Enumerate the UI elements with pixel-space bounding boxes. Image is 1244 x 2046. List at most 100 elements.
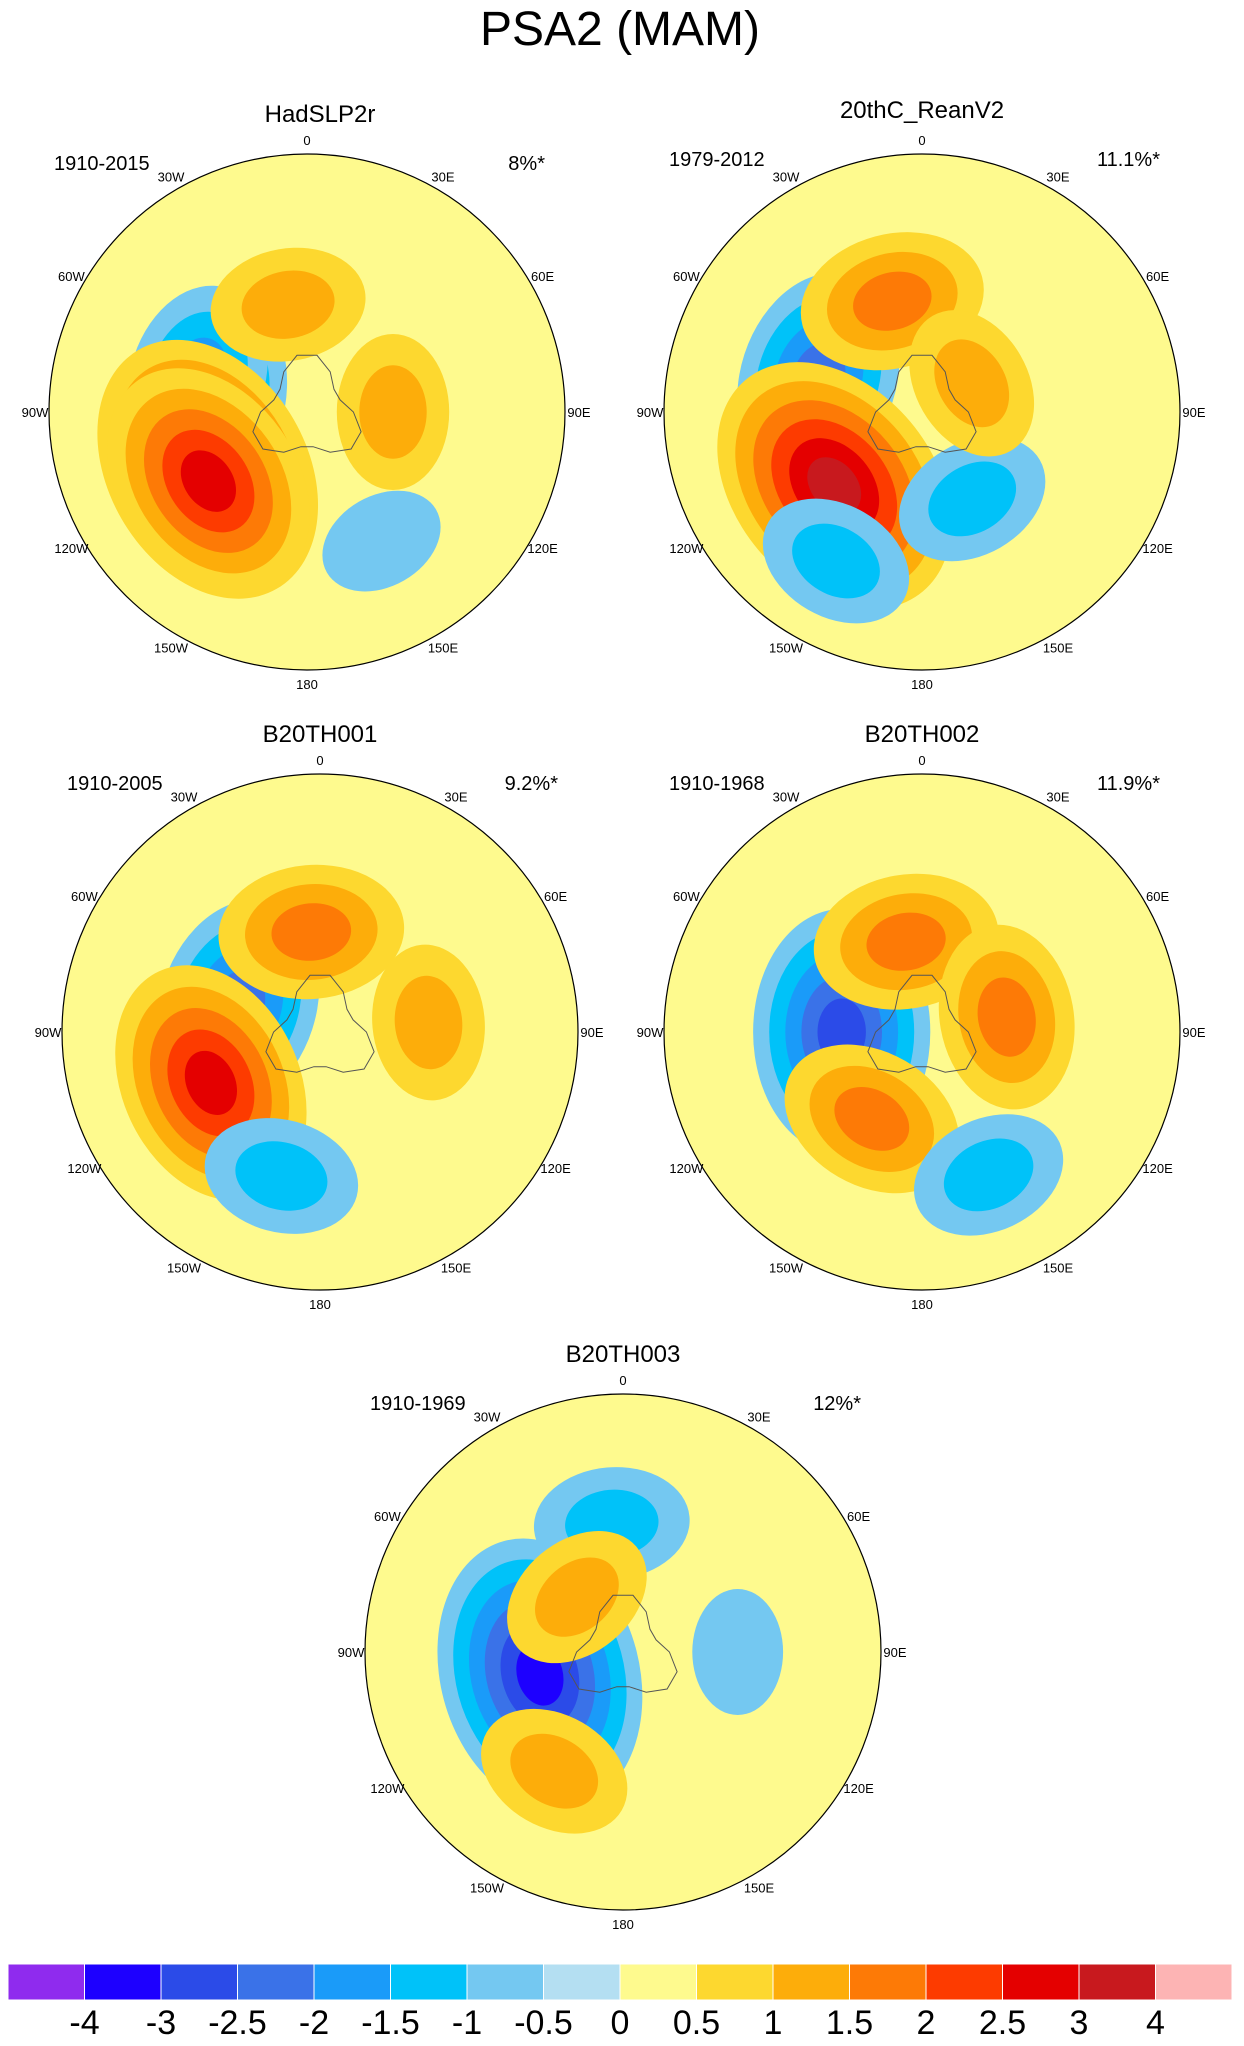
- panel-title: B20TH002: [865, 721, 980, 748]
- panel-variance: 12%*: [813, 1393, 861, 1415]
- lon-label: 60W: [58, 269, 85, 284]
- contour-band: [359, 365, 427, 459]
- lon-label: 90E: [580, 1025, 603, 1040]
- colorbar-swatch: [696, 1963, 774, 2001]
- lon-label: 120E: [1142, 1161, 1173, 1176]
- lon-label: 120W: [67, 1161, 102, 1176]
- lon-label: 120W: [370, 1781, 405, 1796]
- lon-label: 60W: [374, 1509, 401, 1524]
- panel-period: 1910-1968: [669, 773, 765, 795]
- colorbar-label: 1.5: [826, 2004, 873, 2042]
- lon-label: 150W: [769, 641, 804, 656]
- panel-variance: 9.2%*: [505, 773, 559, 795]
- panel-variance: 11.1%*: [1097, 149, 1160, 171]
- lon-label: 0: [303, 133, 310, 148]
- panel-title: B20TH001: [263, 721, 378, 748]
- contour-band: [834, 1087, 910, 1151]
- panel-title: HadSLP2r: [265, 101, 376, 128]
- lon-label: 180: [911, 1297, 933, 1312]
- lon-label: 120E: [527, 541, 558, 556]
- panel-period: 1979-2012: [669, 149, 765, 171]
- contour-band: [934, 339, 1010, 428]
- map-border: [663, 153, 1181, 671]
- colorbar-label: -1: [452, 2004, 482, 2042]
- colorbar-label: -2: [299, 2004, 329, 2042]
- lon-label: 150E: [1043, 641, 1074, 656]
- lon-label: 30W: [773, 169, 800, 184]
- lon-label: 30E: [1046, 169, 1069, 184]
- contour-band: [184, 1050, 238, 1115]
- lon-label: 0: [619, 1373, 626, 1388]
- lon-label: 150E: [1043, 1261, 1074, 1276]
- lon-label: 0: [918, 753, 925, 768]
- lon-label: 60E: [1146, 269, 1169, 284]
- contour-band: [241, 270, 335, 339]
- lon-label: 180: [911, 677, 933, 692]
- coastline: [867, 974, 977, 1073]
- contour-band: [235, 1141, 328, 1211]
- lon-label: 180: [309, 1297, 331, 1312]
- lon-label: 150W: [167, 1261, 202, 1276]
- lon-label: 150E: [441, 1261, 472, 1276]
- colorbar-label: 2: [917, 2004, 936, 2042]
- lon-label: 30E: [444, 789, 467, 804]
- lon-label: 60W: [71, 889, 98, 904]
- contour-band: [535, 1557, 619, 1637]
- colorbar-swatch: [619, 1963, 697, 2001]
- colorbar-swatch: [543, 1963, 621, 2001]
- colorbar-swatch: [313, 1963, 391, 2001]
- lon-label: 150E: [744, 1881, 775, 1896]
- contour-band: [180, 450, 237, 512]
- colorbar-swatch: [466, 1963, 544, 2001]
- colorbar-label: 2.5: [979, 2004, 1026, 2042]
- lon-label: 90W: [338, 1645, 365, 1660]
- colorbar-label: -4: [69, 2004, 99, 2042]
- panel-title: B20TH003: [566, 1341, 681, 1368]
- lon-label: 60W: [673, 269, 700, 284]
- lon-label: 180: [296, 677, 318, 692]
- colorbar-swatch: [1155, 1963, 1233, 2001]
- colorbar-label: 0: [611, 2004, 630, 2042]
- colorbar-swatch: [925, 1963, 1003, 2001]
- lon-label: 120E: [1142, 541, 1173, 556]
- lon-label: 60E: [847, 1509, 870, 1524]
- lon-label: 90E: [883, 1645, 906, 1660]
- panel-period: 1910-2005: [67, 773, 163, 795]
- lon-label: 30W: [171, 789, 198, 804]
- lon-label: 90W: [22, 405, 49, 420]
- lon-label: 150E: [428, 641, 459, 656]
- map-panels: 0 30E 60E 90E 120E 150E 180 150W 120W 90W 60W 30W Ha…: [22, 97, 1206, 1932]
- lon-label: 90W: [35, 1025, 62, 1040]
- lon-label: 150W: [154, 641, 189, 656]
- figure-title: PSA2 (MAM): [480, 3, 760, 56]
- map-border: [364, 1393, 882, 1911]
- contour-band: [322, 490, 441, 592]
- panel-period: 1910-2015: [54, 153, 150, 175]
- colorbar: -4 -3 -2.5 -2 -1.5 -1 -0.5 0 0.5 1 1.5 2 2.5 3 4: [7, 1963, 1233, 2042]
- lon-label: 120W: [54, 541, 89, 556]
- contour-band: [792, 523, 880, 599]
- lon-label: 120E: [540, 1161, 571, 1176]
- lon-label: 120E: [843, 1781, 874, 1796]
- contour-band: [394, 975, 463, 1070]
- lon-label: 60E: [544, 889, 567, 904]
- colorbar-swatch: [1078, 1963, 1156, 2001]
- panel-variance: 8%*: [508, 153, 545, 175]
- coastline: [867, 354, 977, 453]
- colorbar-swatch: [849, 1963, 927, 2001]
- lon-label: 30W: [158, 169, 185, 184]
- colorbar-label: -3: [146, 2004, 176, 2042]
- colorbar-label: -2.5: [208, 2004, 267, 2042]
- coastline: [252, 354, 362, 453]
- lon-label: 30E: [747, 1409, 770, 1424]
- lon-label: 90E: [1182, 405, 1205, 420]
- lon-label: 90E: [567, 405, 590, 420]
- colorbar-swatch: [84, 1963, 162, 2001]
- lon-label: 150W: [470, 1881, 505, 1896]
- coastline: [265, 974, 375, 1073]
- colorbar-label: -0.5: [514, 2004, 573, 2042]
- colorbar-label: 0.5: [673, 2004, 720, 2042]
- panel-variance: 11.9%*: [1097, 773, 1160, 795]
- lon-label: 90W: [637, 405, 664, 420]
